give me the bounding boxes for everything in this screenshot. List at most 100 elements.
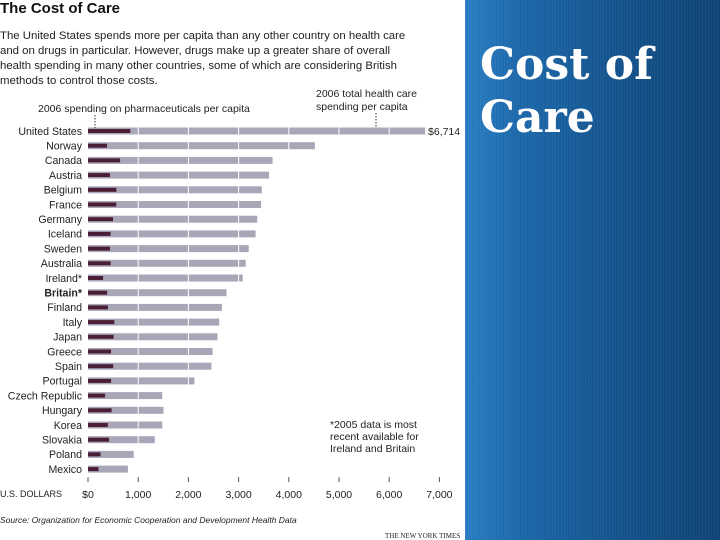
bar-chart: United States Norway Canada Austria Belgium F… xyxy=(0,88,460,540)
pharma-bar xyxy=(88,217,113,222)
category-label: Iceland xyxy=(48,229,82,241)
category-label: Mexico xyxy=(48,464,82,476)
pharma-bar xyxy=(88,173,110,178)
description-line: and on drugs in particular. However, dru… xyxy=(0,45,391,57)
x-tick-label: 7,000 xyxy=(426,489,452,501)
category-label: Norway xyxy=(46,141,83,153)
category-label: Czech Republic xyxy=(8,390,83,402)
total-bar xyxy=(88,186,262,194)
pharma-bar xyxy=(88,187,117,192)
legend-pharma-label: 2006 spending on pharmaceuticals per cap… xyxy=(38,103,250,115)
pharma-bar xyxy=(88,467,99,472)
total-bar xyxy=(88,377,195,385)
annotations: 2006 spending on pharmaceuticals per cap… xyxy=(0,88,460,540)
slide-title: Cost of Care xyxy=(480,38,653,144)
category-label: Britain* xyxy=(44,288,83,300)
x-tick-label: 6,000 xyxy=(376,489,402,501)
legend-total-label-line-1: 2006 total health care xyxy=(316,88,417,100)
total-bar xyxy=(88,333,218,341)
category-label: France xyxy=(49,199,82,211)
total-bar xyxy=(88,215,258,223)
slide-title-line: Care xyxy=(480,92,595,143)
total-bar xyxy=(88,362,212,370)
category-label: Korea xyxy=(54,420,82,432)
category-label: Belgium xyxy=(44,185,82,197)
total-bar xyxy=(88,348,213,355)
pharma-bar xyxy=(88,452,101,457)
bars-layer xyxy=(88,127,425,473)
x-tick-label: $0 xyxy=(82,489,94,501)
total-bar xyxy=(88,436,155,444)
category-label: Portugal xyxy=(43,376,82,388)
pharma-bar xyxy=(88,349,112,354)
pharma-bar xyxy=(88,202,117,207)
pharma-bar xyxy=(88,231,111,236)
pharma-bar xyxy=(88,158,121,163)
x-tick-label: 4,000 xyxy=(276,489,302,501)
us-value-label: $6,714 xyxy=(428,126,460,138)
source-note: Source: Organization for Economic Cooper… xyxy=(0,515,297,525)
pharma-bar xyxy=(88,437,110,442)
category-label: Australia xyxy=(41,258,82,270)
total-bar xyxy=(88,127,425,135)
legend-total-label-line-2: spending per capita xyxy=(316,101,408,113)
pharma-bar xyxy=(88,423,108,427)
total-bar xyxy=(88,142,315,150)
category-label: Canada xyxy=(45,155,82,167)
category-label: United States xyxy=(18,126,82,138)
total-bar xyxy=(88,303,222,311)
pharma-bar xyxy=(88,246,110,251)
category-label: Germany xyxy=(38,214,82,226)
footnote-line-3: Ireland and Britain xyxy=(330,443,415,455)
description-line: The United States spends more per capita… xyxy=(0,30,406,42)
category-label: Greece xyxy=(47,346,82,358)
total-bar xyxy=(88,392,163,400)
pharma-bar xyxy=(88,320,115,325)
pharma-bars-layer xyxy=(88,129,131,472)
gridlines xyxy=(137,125,440,476)
total-bar xyxy=(88,318,220,326)
description-line: health spending in many other countries,… xyxy=(0,60,397,72)
category-label: Poland xyxy=(49,449,82,461)
category-label: Japan xyxy=(53,332,82,344)
pharma-bar xyxy=(88,378,112,383)
footnote-line-1: *2005 data is most xyxy=(330,419,417,431)
total-bar xyxy=(88,289,227,297)
pharma-bar xyxy=(88,305,108,310)
total-bar xyxy=(88,259,246,267)
x-axis: $0 1,000 2,000 3,000 4,000 5,000 6,000 7,000 xyxy=(82,477,453,501)
pharma-bar xyxy=(88,334,114,339)
pharma-bar xyxy=(88,276,104,280)
total-bar xyxy=(88,230,256,238)
total-bar xyxy=(88,406,164,414)
category-labels: United States Norway Canada Austria Belgium F… xyxy=(8,126,83,476)
category-label: Slovakia xyxy=(42,435,82,447)
category-label: Ireland* xyxy=(45,273,82,285)
category-label: Finland xyxy=(47,302,82,314)
pharma-bar xyxy=(88,129,131,133)
category-label: Italy xyxy=(63,317,83,329)
pharma-bar xyxy=(88,393,106,398)
category-label: Spain xyxy=(55,361,82,373)
x-tick-label: 1,000 xyxy=(125,489,151,501)
total-bar xyxy=(88,274,243,282)
description-line: methods to control those costs. xyxy=(0,75,158,87)
pharma-bar xyxy=(88,143,107,148)
pharma-bar xyxy=(88,364,114,369)
total-bar xyxy=(88,201,262,208)
total-bar xyxy=(88,465,128,473)
slide-title-panel: Cost of Care xyxy=(465,0,720,540)
pharma-bar xyxy=(88,408,112,413)
total-bar xyxy=(88,156,273,164)
x-tick-label: 2,000 xyxy=(175,489,201,501)
x-tick-label: 3,000 xyxy=(225,489,251,501)
credit-label: THE NEW YORK TIMES xyxy=(385,532,460,540)
category-label: Austria xyxy=(49,170,82,182)
x-tick-label: 5,000 xyxy=(326,489,352,501)
category-label: Sweden xyxy=(44,243,82,255)
chart-description: The United States spends more per capita… xyxy=(0,29,465,89)
chart-figure: The Cost of Care The United States spend… xyxy=(0,0,465,540)
x-unit-label: U.S. DOLLARS xyxy=(0,489,62,499)
total-bar xyxy=(88,450,134,458)
pharma-bar xyxy=(88,261,111,266)
